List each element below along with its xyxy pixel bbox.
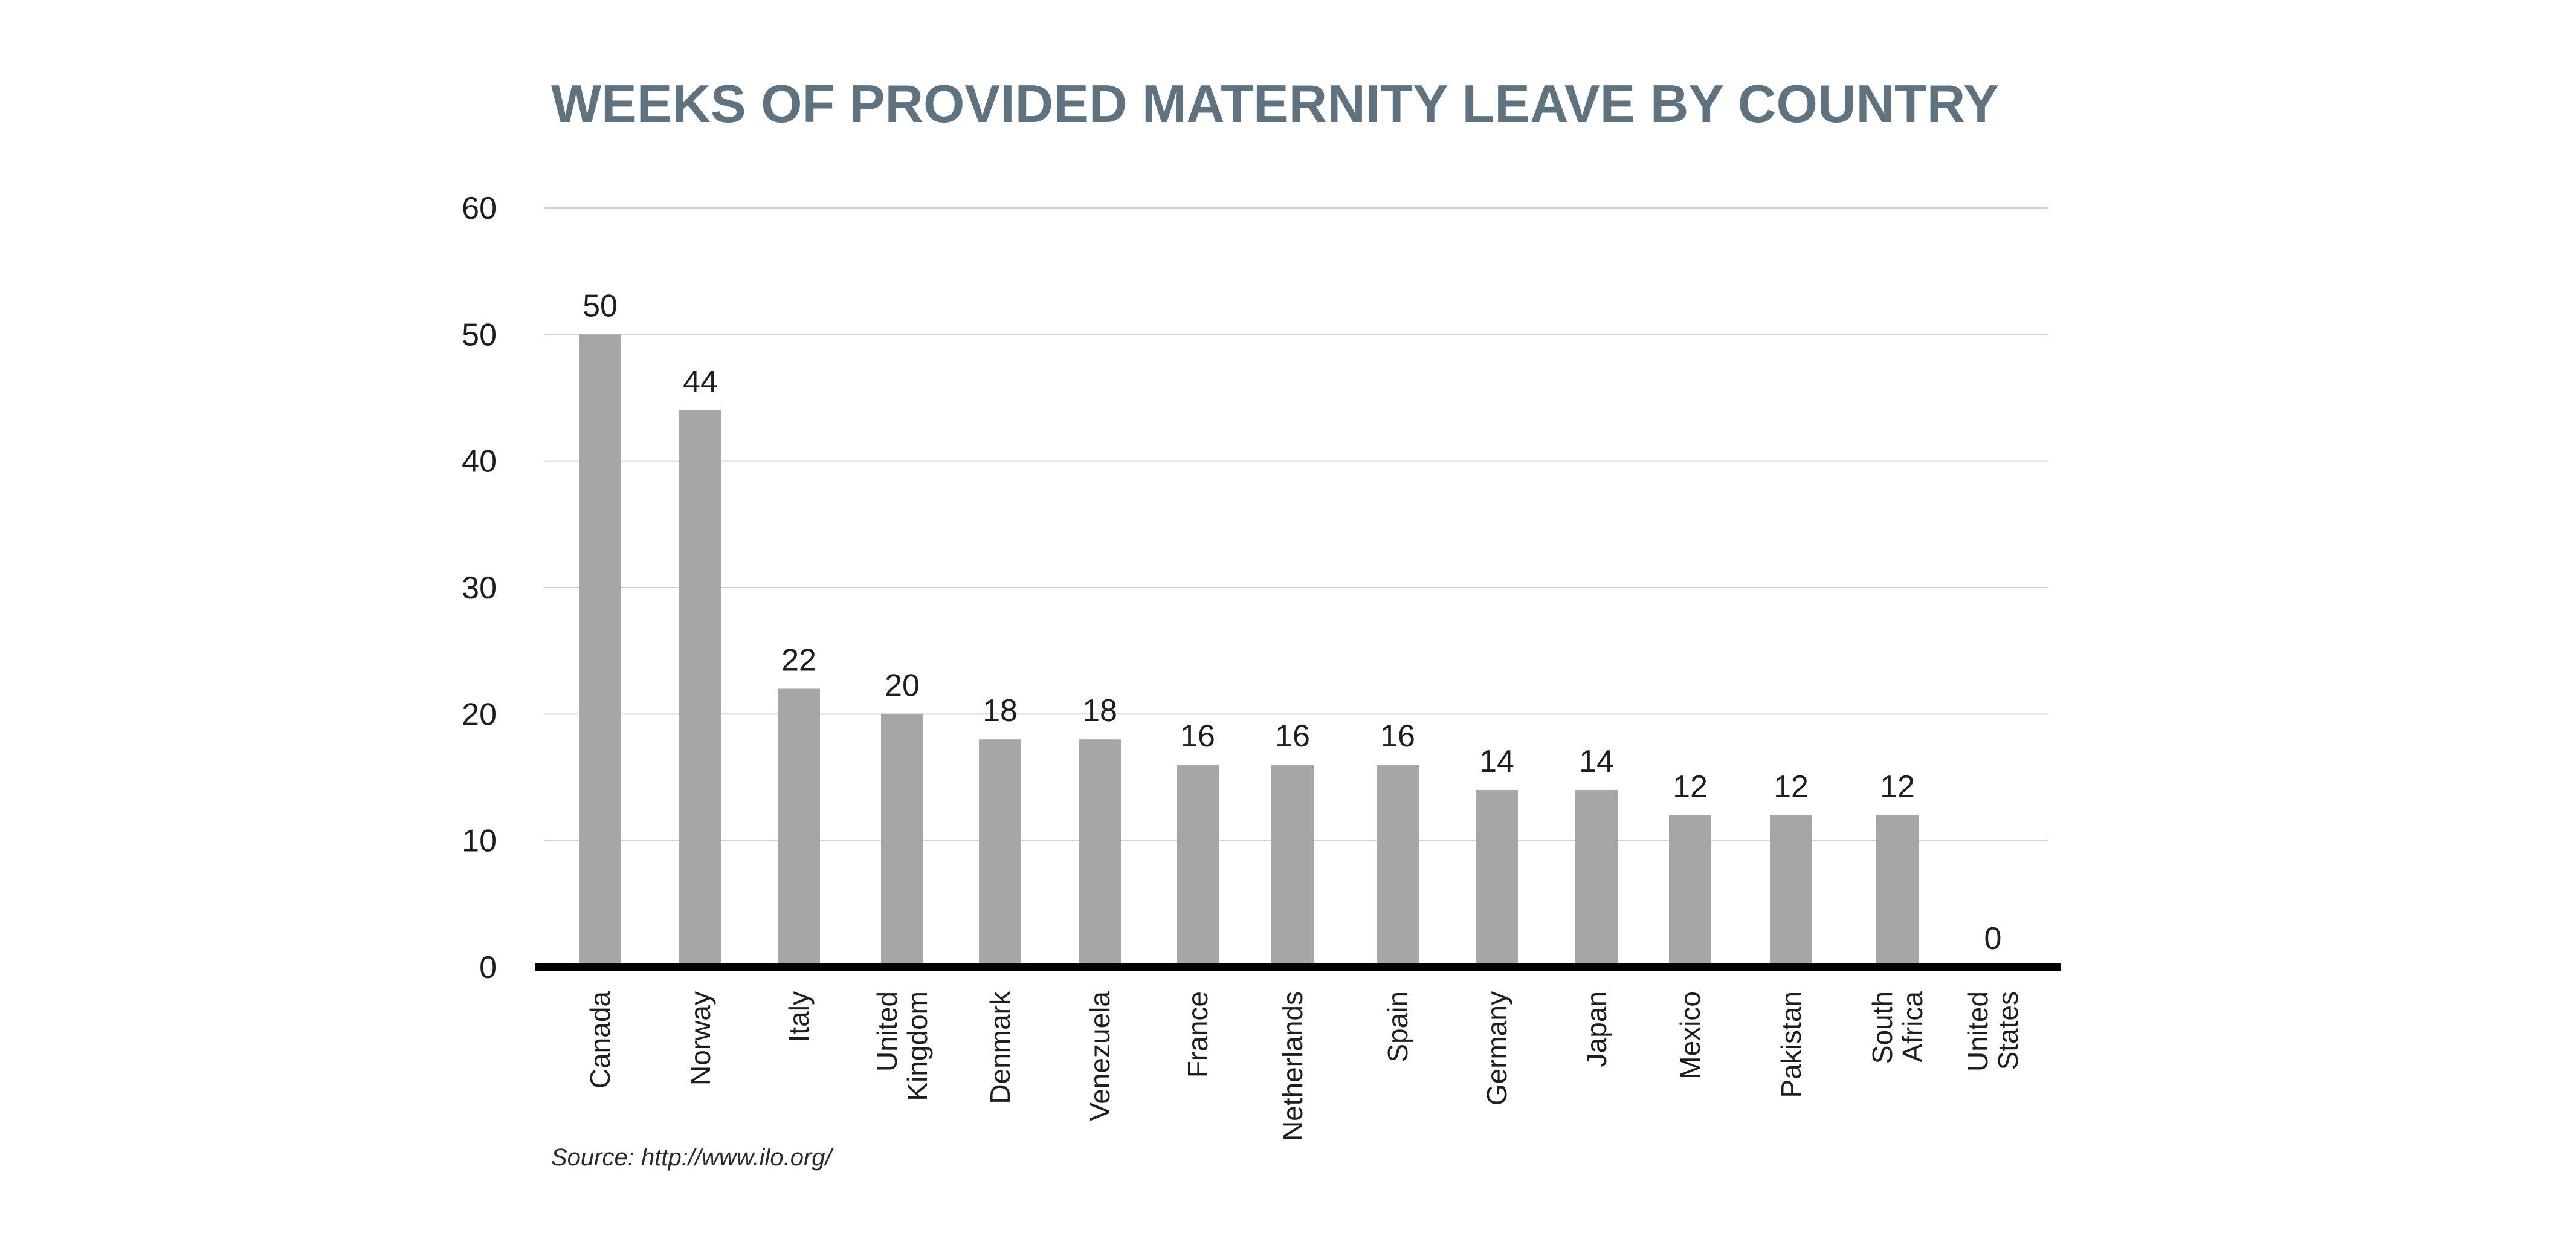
bar-value-label: 16 [1275,719,1310,754]
bar-value-label: 44 [683,364,718,400]
bar-value-label: 18 [983,693,1018,728]
bar [1079,739,1121,967]
category-label-line: Kingdom [902,991,933,1101]
category-label-line: Germany [1481,991,1512,1105]
bar-value-label: 12 [1673,769,1708,804]
category-label: Norway [685,991,716,1086]
category-label: Netherlands [1277,991,1308,1141]
data-labels: 50 44 22 20 18 18 16 16 16 14 14 12 12 12 0 [583,288,2001,956]
category-label: Venezuela [1084,991,1115,1121]
bar-value-label: 14 [1579,744,1614,779]
bar [1271,765,1314,967]
y-tick-label: 20 [462,697,497,732]
bar-value-label: 14 [1479,744,1514,779]
bar [1876,815,1919,967]
bar-value-label: 50 [583,288,618,323]
category-label: Italy [783,991,815,1042]
category-label: Pakistan [1775,991,1807,1098]
bar [1669,815,1711,967]
category-label: Germany [1481,991,1512,1105]
bar [579,334,621,968]
bar-value-label: 12 [1880,769,1915,804]
bars [579,334,1919,968]
y-tick-label: 40 [462,444,497,479]
bar [979,739,1021,967]
category-label-line: Denmark [984,991,1016,1104]
category-label-line: Norway [685,991,716,1086]
category-label-line: States [1992,991,2024,1070]
bar [1770,815,1812,967]
category-label: Canada [584,991,616,1089]
category-label: Mexico [1674,991,1706,1079]
bar-value-label: 22 [781,642,816,678]
category-label: Spain [1382,991,1413,1063]
bar [1476,789,1518,967]
category-label-line: Netherlands [1277,991,1308,1141]
bar [1177,765,1219,967]
bar [1377,765,1419,967]
category-label-line: Canada [584,991,616,1089]
bar [881,714,923,967]
category-label: Japan [1581,991,1612,1067]
y-axis-ticks: 0 10 20 30 40 50 60 [462,191,497,985]
bar-value-label: 16 [1380,719,1415,754]
category-label-line: Italy [783,991,815,1042]
y-tick-label: 60 [462,191,497,226]
y-tick-label: 10 [462,824,497,859]
category-label-line: Spain [1382,991,1413,1063]
category-label-line: France [1182,991,1213,1078]
bar-value-label: 16 [1180,719,1215,754]
category-label-line: Mexico [1674,991,1706,1079]
bar-value-label: 0 [1984,921,2002,956]
category-label: Denmark [984,991,1016,1104]
bar [679,410,721,967]
chart-title: WEEKS OF PROVIDED MATERNITY LEAVE BY COU… [551,74,1999,134]
category-label: France [1182,991,1213,1078]
y-tick-label: 30 [462,571,497,606]
category-label-line: Pakistan [1775,991,1807,1098]
bar [778,688,820,967]
category-label-line: Venezuela [1084,991,1115,1121]
bar-value-label: 18 [1082,693,1117,728]
y-tick-label: 0 [479,950,497,985]
y-tick-label: 50 [462,317,497,352]
bar [1575,789,1618,967]
category-label-line: United [1962,991,1993,1072]
category-label-line: Japan [1581,991,1612,1067]
bar-value-label: 12 [1774,769,1809,804]
bar-value-label: 20 [885,668,920,703]
source-note: Source: http://www.ilo.org/ [551,1144,834,1171]
category-label-line: South [1867,991,1898,1064]
category-label-line: Africa [1897,991,1928,1063]
category-label-line: United [871,991,903,1072]
